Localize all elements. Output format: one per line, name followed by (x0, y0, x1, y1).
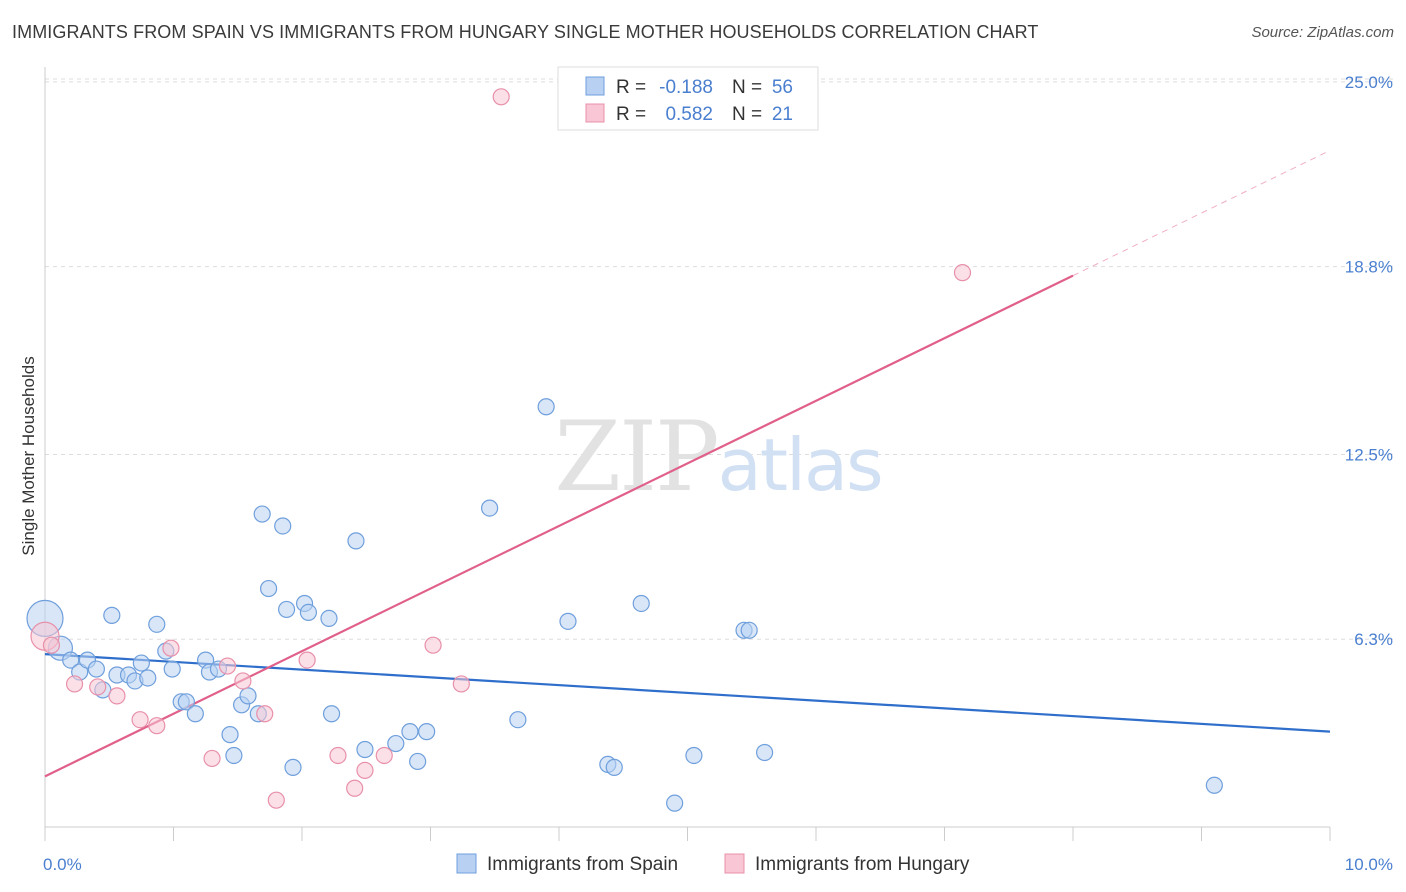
data-point-spain (239, 687, 257, 705)
data-point-spain (632, 594, 650, 613)
data-point-spain (225, 746, 243, 765)
stats-n-label: N = (732, 77, 762, 98)
data-point-spain (509, 711, 527, 729)
data-point-spain (418, 723, 436, 741)
data-point-spain (103, 606, 121, 624)
stats-legend: R = -0.188 N = 56 R = 0.582 N = 21 (557, 66, 819, 131)
data-point-spain (356, 740, 374, 759)
stats-r-label: R = (616, 77, 646, 98)
chart-title: IMMIGRANTS FROM SPAIN VS IMMIGRANTS FROM… (12, 22, 1039, 42)
x-tick-label: 10.0% (1345, 855, 1393, 874)
trend-line-hungary (44, 274, 1074, 778)
data-point-hungary (42, 636, 61, 654)
watermark-atlas: atlas (718, 423, 882, 507)
x-tick-label: 0.0% (43, 855, 82, 874)
series-legend: Immigrants from Spain Immigrants from Hun… (456, 853, 970, 875)
grid-lines (45, 78, 1395, 640)
y-axis-title: Single Mother Households (19, 356, 38, 555)
legend-swatch-spain (456, 853, 477, 874)
data-point-hungary (234, 672, 252, 690)
y-tick-label: 6.3% (1354, 630, 1393, 649)
watermark: ZIPatlas (554, 401, 883, 513)
data-point-spain (139, 669, 157, 687)
data-point-spain (177, 693, 195, 711)
data-point-spain (666, 794, 684, 812)
data-point-spain (481, 499, 499, 517)
y-tick-label: 18.8% (1345, 258, 1393, 277)
axes: 25.0% 18.8% 12.5% 6.3% 0.0% 10.0% (43, 67, 1393, 874)
data-point-spain (559, 612, 577, 630)
stats-r-value: -0.188 (659, 77, 713, 98)
data-point-spain (409, 752, 427, 771)
stats-swatch-hungary (585, 103, 605, 123)
data-point-spain (163, 660, 181, 678)
data-point-hungary (148, 717, 166, 735)
trend-line-hungary-extension (1072, 150, 1331, 277)
data-point-hungary (89, 678, 107, 696)
data-point-spain (221, 726, 239, 744)
stats-swatch-spain (585, 76, 605, 96)
data-point-hungary (108, 687, 126, 705)
legend-label-hungary: Immigrants from Hungary (755, 854, 970, 875)
y-axis-title-group: Single Mother Households (19, 356, 38, 555)
data-point-hungary (162, 639, 180, 657)
y-tick-label: 25.0% (1345, 73, 1393, 92)
chart-source: Source: ZipAtlas.com (1251, 24, 1394, 41)
data-point-hungary (65, 675, 84, 693)
data-point-spain (320, 609, 338, 627)
stats-n-label: N = (732, 104, 762, 125)
data-point-hungary (452, 675, 470, 693)
data-point-spain (685, 746, 703, 765)
data-point-hungary (424, 636, 442, 654)
stats-n-value: 21 (772, 104, 793, 125)
data-point-spain (277, 600, 296, 619)
data-point-spain (148, 615, 166, 633)
data-points (26, 88, 1223, 812)
data-point-spain (1205, 776, 1223, 794)
data-point-hungary (356, 761, 374, 779)
data-point-hungary (131, 711, 149, 729)
data-point-spain (259, 579, 278, 598)
data-point-hungary (346, 779, 364, 797)
legend-label-spain: Immigrants from Spain (487, 854, 678, 875)
data-point-spain (186, 705, 204, 723)
watermark-zip: ZIP (554, 401, 717, 513)
data-point-hungary (218, 657, 237, 675)
data-point-hungary (492, 88, 510, 106)
stats-n-value: 56 (772, 77, 793, 98)
trend-line-spain (44, 653, 1331, 733)
data-point-hungary (298, 651, 316, 669)
data-point-spain (401, 723, 419, 741)
trend-lines (44, 150, 1331, 778)
data-point-spain (740, 621, 758, 639)
data-point-spain (132, 654, 150, 672)
data-point-spain (274, 517, 292, 535)
data-point-spain (253, 505, 271, 523)
data-point-spain (605, 758, 623, 776)
data-point-hungary (375, 746, 393, 765)
data-point-hungary (256, 705, 274, 723)
data-point-hungary (329, 746, 347, 765)
data-point-hungary (267, 791, 285, 809)
data-point-spain (299, 603, 318, 622)
stats-r-value: 0.582 (665, 104, 713, 125)
data-point-spain (87, 660, 106, 678)
data-point-spain (62, 651, 80, 669)
data-point-spain (284, 758, 302, 776)
data-point-spain (387, 734, 405, 753)
watermark-text: ZIPatlas (554, 401, 881, 513)
data-point-spain (347, 532, 365, 550)
data-point-hungary (203, 749, 221, 768)
data-point-spain (537, 398, 555, 416)
data-point-spain (322, 705, 341, 723)
data-point-hungary (953, 264, 972, 282)
data-point-spain (755, 743, 774, 762)
y-tick-label: 12.5% (1345, 445, 1393, 464)
stats-r-label: R = (616, 104, 646, 125)
legend-swatch-hungary (724, 853, 745, 874)
